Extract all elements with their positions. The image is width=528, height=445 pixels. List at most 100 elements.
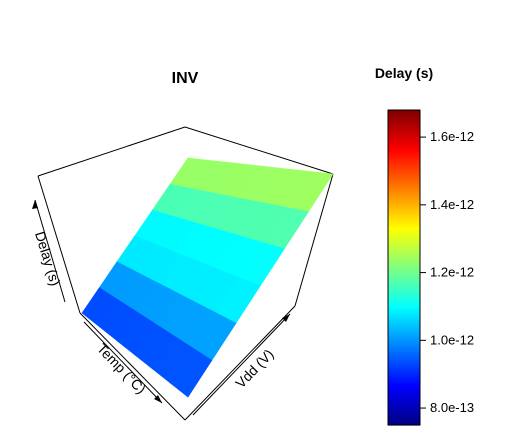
vdd-axis-arrow bbox=[192, 313, 291, 416]
colorbar-segment bbox=[388, 330, 420, 334]
colorbar-segment bbox=[388, 262, 420, 266]
colorbar-segment bbox=[388, 170, 420, 174]
colorbar-segment bbox=[388, 259, 420, 263]
colorbar-segment bbox=[388, 154, 420, 158]
colorbar-segment bbox=[388, 341, 420, 345]
colorbar-segment bbox=[388, 380, 420, 384]
colorbar-segment bbox=[388, 249, 420, 253]
box-front bbox=[79, 305, 296, 421]
colorbar-segment bbox=[388, 167, 420, 171]
box-edge-front-left bbox=[79, 312, 186, 421]
colorbar-segment bbox=[388, 291, 420, 295]
colorbar-segment bbox=[388, 364, 420, 368]
colorbar-segment bbox=[388, 123, 420, 127]
colorbar-segment bbox=[388, 141, 420, 145]
colorbar-segment bbox=[388, 309, 420, 313]
colorbar-segment bbox=[388, 215, 420, 219]
box-edge-right-vertical bbox=[294, 173, 334, 307]
colorbar-tick-label: 8.0e-13 bbox=[430, 400, 474, 415]
colorbar-segment bbox=[388, 112, 420, 116]
colorbar-segment bbox=[388, 320, 420, 324]
colorbar-segment bbox=[388, 220, 420, 224]
colorbar bbox=[387, 109, 421, 426]
colorbar-segment bbox=[388, 207, 420, 211]
colorbar-segment bbox=[388, 401, 420, 405]
colorbar-segment bbox=[388, 275, 420, 279]
colorbar-segment bbox=[388, 327, 420, 332]
delay-axis-arrow bbox=[34, 199, 66, 303]
vdd-axis-arrowhead bbox=[282, 314, 290, 322]
colorbar-segment bbox=[388, 288, 420, 292]
colorbar-tick-label: 1.4e-12 bbox=[430, 197, 474, 212]
delay-axis-label: Delay (s) bbox=[32, 229, 64, 287]
colorbar-segment bbox=[388, 278, 420, 282]
colorbar-segment bbox=[388, 222, 420, 227]
axis-arrows bbox=[32, 199, 291, 416]
colorbar-segment bbox=[388, 272, 420, 276]
colorbar-segment bbox=[388, 390, 420, 395]
colorbar-segment bbox=[388, 285, 420, 290]
box-edge-back-top-right bbox=[184, 126, 334, 175]
colorbar-segment bbox=[388, 362, 420, 366]
box-edge-left-vertical bbox=[37, 175, 81, 314]
colorbar-segment bbox=[388, 333, 420, 337]
colorbar-segment bbox=[388, 404, 420, 408]
colorbar-segment bbox=[388, 159, 420, 164]
colorbar-segment bbox=[388, 194, 420, 198]
colorbar-segment bbox=[388, 354, 420, 358]
colorbar-segment bbox=[388, 125, 420, 129]
box-back bbox=[37, 126, 334, 314]
colorbar-segment bbox=[388, 280, 420, 284]
colorbar-segment bbox=[388, 351, 420, 355]
colorbar-segment bbox=[388, 212, 420, 216]
colorbar-segment bbox=[388, 233, 420, 237]
colorbar-segment bbox=[388, 228, 420, 232]
colorbar-segment bbox=[388, 317, 420, 321]
colorbar-segment bbox=[388, 186, 420, 190]
colorbar-segment bbox=[388, 225, 420, 229]
colorbar-segment bbox=[388, 183, 420, 187]
colorbar-segment bbox=[388, 296, 420, 300]
colorbar-segment bbox=[388, 230, 420, 234]
vdd-axis-label: Vdd (V) bbox=[232, 346, 276, 391]
colorbar-segment bbox=[388, 411, 420, 416]
delay-surface bbox=[81, 157, 334, 398]
colorbar-segment bbox=[388, 393, 420, 397]
colorbar-segment bbox=[388, 264, 420, 269]
colorbar-segment bbox=[388, 188, 420, 192]
colorbar-segment bbox=[388, 406, 420, 410]
colorbar-segment bbox=[388, 335, 420, 339]
colorbar-segment bbox=[388, 367, 420, 371]
colorbar-segment bbox=[388, 388, 420, 392]
colorbar-segment bbox=[388, 409, 420, 413]
colorbar-segment bbox=[388, 356, 420, 360]
colorbar-segment bbox=[388, 209, 420, 213]
colorbar-tick-label: 1.6e-12 bbox=[430, 129, 474, 144]
colorbar-segment bbox=[388, 191, 420, 195]
colorbar-segment bbox=[388, 199, 420, 203]
colorbar-title: Delay (s) bbox=[375, 65, 433, 81]
colorbar-segment bbox=[388, 204, 420, 208]
colorbar-segment bbox=[388, 110, 420, 114]
colorbar-segment bbox=[388, 299, 420, 303]
colorbar-segment bbox=[388, 162, 420, 166]
box-edge-back-top-left bbox=[37, 126, 186, 177]
colorbar-segment bbox=[388, 246, 420, 250]
colorbar-segment bbox=[388, 369, 420, 374]
colorbar-segment bbox=[388, 306, 420, 311]
colorbar-segment bbox=[388, 201, 420, 206]
colorbar-segment bbox=[388, 251, 420, 255]
colorbar-segment bbox=[388, 120, 420, 124]
colorbar-tick-label: 1.2e-12 bbox=[430, 265, 474, 280]
colorbar-segment bbox=[388, 196, 420, 200]
colorbar-segment bbox=[388, 173, 420, 177]
colorbar-segment bbox=[388, 131, 420, 135]
surface-facet bbox=[285, 170, 334, 212]
colorbar-segment bbox=[388, 346, 420, 350]
colorbar-segment bbox=[388, 117, 420, 122]
colorbar-segment bbox=[388, 236, 420, 240]
colorbar-segment bbox=[388, 138, 420, 143]
colorbar-segment bbox=[388, 343, 420, 347]
colorbar-segment bbox=[388, 414, 420, 418]
